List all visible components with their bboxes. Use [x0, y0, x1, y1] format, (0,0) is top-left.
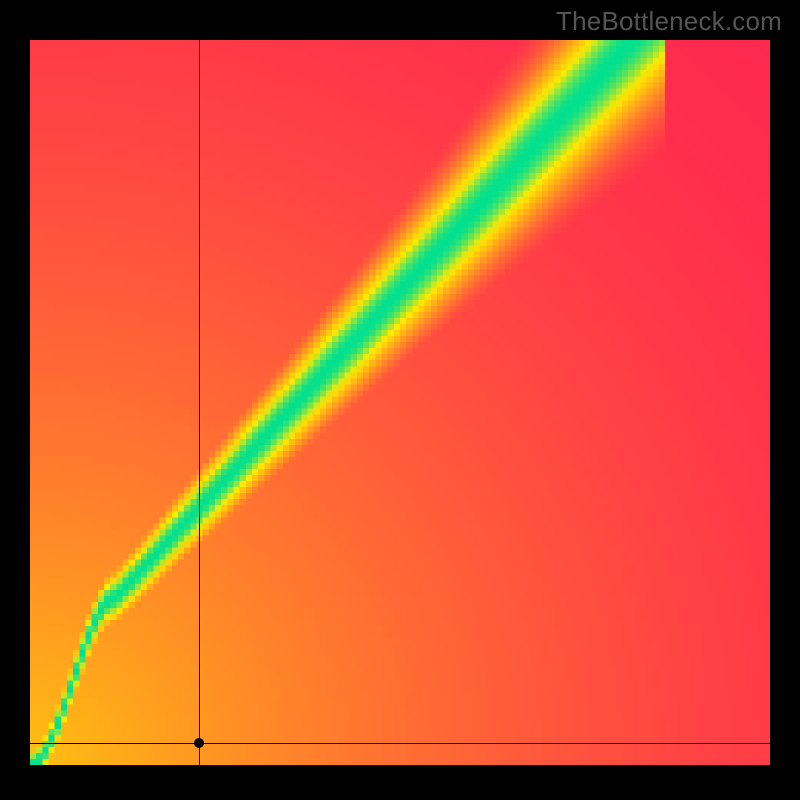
- crosshair-vertical: [199, 40, 200, 765]
- crosshair-marker: [194, 738, 204, 748]
- watermark-text: TheBottleneck.com: [556, 6, 782, 37]
- heatmap-canvas: [30, 40, 770, 765]
- crosshair-horizontal: [30, 743, 770, 744]
- heatmap-chart: [30, 40, 770, 765]
